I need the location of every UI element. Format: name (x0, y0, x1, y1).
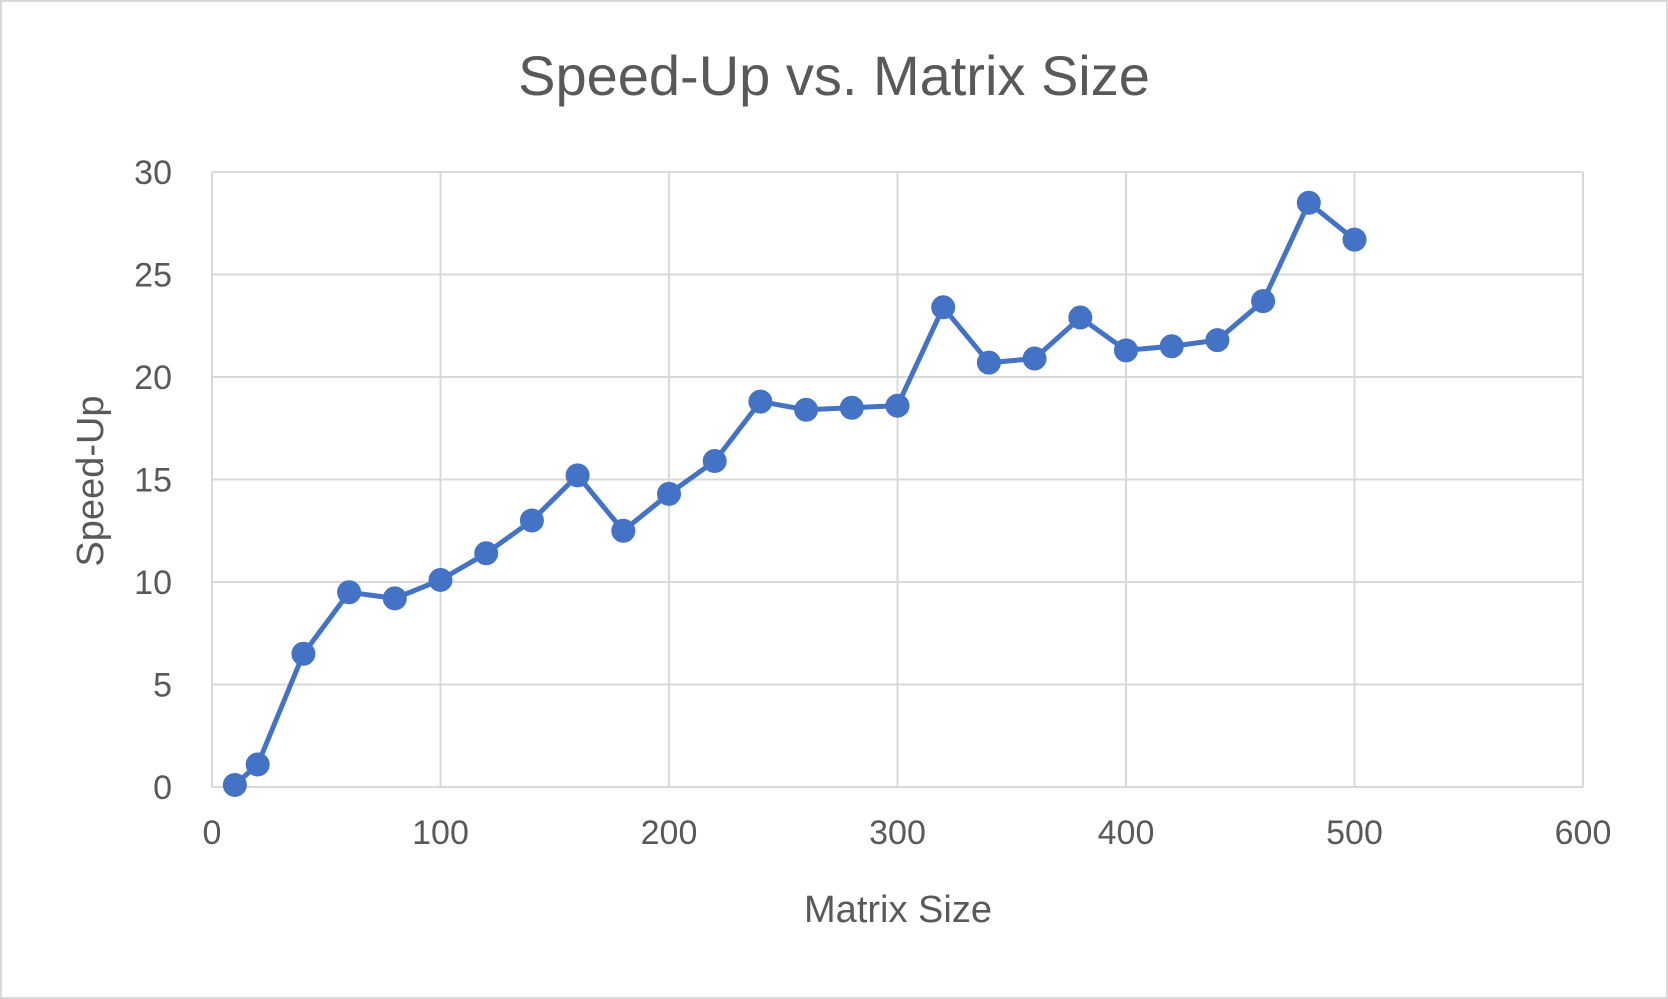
data-point (1342, 227, 1367, 252)
x-axis-title: Matrix Size (804, 889, 992, 931)
data-point (291, 641, 316, 666)
data-point (885, 393, 910, 418)
data-point (245, 752, 270, 777)
data-point (794, 397, 819, 422)
data-point (611, 518, 636, 543)
y-tick-label: 0 (153, 769, 172, 807)
y-axis-title: Speed-Up (70, 395, 112, 566)
series-speed-up (222, 190, 1367, 797)
data-point (337, 580, 362, 605)
y-axis-ticks: 0 5 10 15 20 25 30 (134, 154, 172, 807)
data-point (1068, 305, 1093, 330)
data-point (931, 295, 956, 320)
data-point (702, 449, 727, 474)
y-tick-label: 10 (134, 564, 172, 602)
data-point (839, 395, 864, 420)
data-point (748, 389, 773, 414)
x-tick-label: 300 (869, 814, 926, 852)
x-tick-label: 0 (203, 814, 222, 852)
data-point (222, 772, 247, 797)
data-point (1114, 338, 1138, 363)
chart-title: Speed-Up vs. Matrix Size (518, 44, 1150, 107)
x-tick-label: 400 (1098, 814, 1155, 852)
y-tick-label: 15 (134, 462, 172, 500)
gridlines (211, 171, 1584, 788)
x-tick-label: 600 (1555, 814, 1612, 852)
data-point (1205, 328, 1230, 353)
data-point (428, 567, 453, 592)
data-point (1159, 334, 1184, 359)
x-axis-ticks: 0 100 200 300 400 500 600 (203, 814, 1612, 852)
data-point (519, 508, 544, 533)
data-point (1022, 346, 1047, 371)
data-point (976, 350, 1001, 375)
data-point (657, 481, 681, 506)
y-tick-label: 20 (134, 359, 172, 397)
data-point (565, 463, 590, 488)
data-point (1251, 289, 1276, 314)
x-tick-label: 200 (641, 814, 698, 852)
data-point (382, 586, 407, 611)
series-line (232, 200, 1357, 788)
y-tick-label: 25 (134, 257, 172, 295)
x-tick-label: 100 (412, 814, 469, 852)
x-tick-label: 500 (1326, 814, 1383, 852)
y-tick-label: 5 (153, 667, 172, 705)
y-tick-label: 30 (134, 154, 172, 192)
data-point (1296, 190, 1321, 215)
data-point (474, 541, 499, 566)
